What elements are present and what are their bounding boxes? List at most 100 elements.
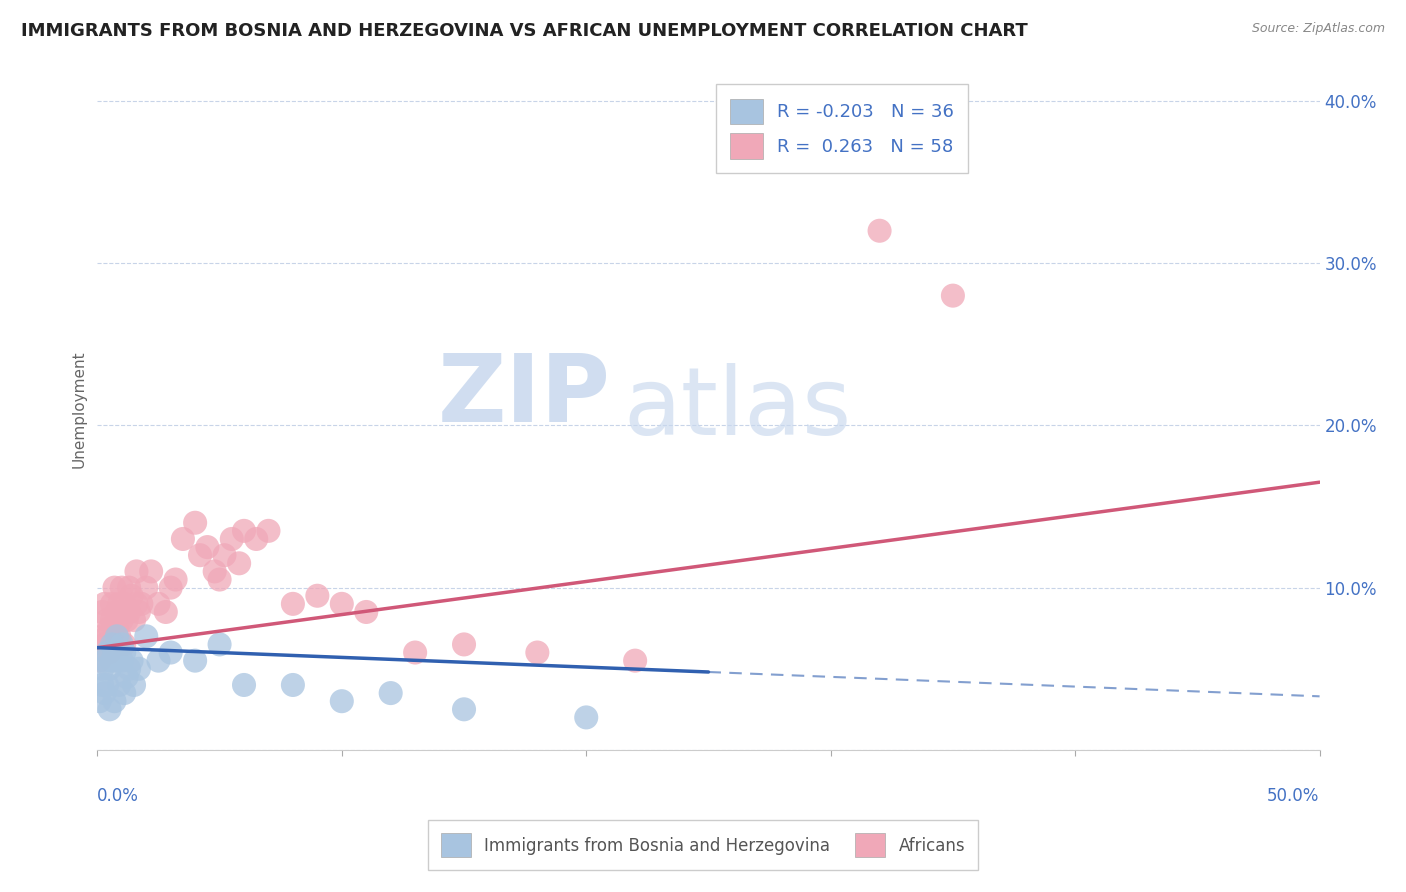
- Point: [105, 629, 128, 643]
- Point: [139, 565, 162, 579]
- Point: [91, 605, 114, 619]
- Point: [214, 548, 236, 562]
- Text: Source: ZipAtlas.com: Source: ZipAtlas.com: [1251, 22, 1385, 36]
- Point: [105, 605, 128, 619]
- Point: [98, 621, 121, 635]
- Point: [208, 573, 231, 587]
- Point: [98, 702, 121, 716]
- Point: [135, 629, 157, 643]
- Point: [112, 637, 135, 651]
- Point: [453, 702, 475, 716]
- Text: 0.0%: 0.0%: [97, 788, 139, 805]
- Point: [98, 662, 121, 676]
- Point: [125, 565, 148, 579]
- Point: [118, 605, 141, 619]
- Y-axis label: Unemployment: Unemployment: [72, 351, 86, 468]
- Point: [91, 629, 114, 643]
- Point: [93, 597, 115, 611]
- Point: [108, 629, 131, 643]
- Point: [575, 710, 598, 724]
- Point: [208, 637, 231, 651]
- Point: [121, 654, 143, 668]
- Point: [96, 613, 118, 627]
- Point: [112, 686, 135, 700]
- Point: [131, 597, 153, 611]
- Point: [101, 654, 124, 668]
- Legend: R = -0.203   N = 36, R =  0.263   N = 58: R = -0.203 N = 36, R = 0.263 N = 58: [716, 85, 969, 173]
- Point: [184, 654, 207, 668]
- Point: [330, 597, 353, 611]
- Point: [118, 662, 141, 676]
- Point: [221, 532, 243, 546]
- Point: [228, 557, 250, 571]
- Point: [307, 589, 329, 603]
- Point: [112, 597, 135, 611]
- Point: [122, 678, 145, 692]
- Point: [188, 548, 211, 562]
- Point: [148, 597, 170, 611]
- Point: [89, 694, 111, 708]
- Point: [91, 662, 114, 676]
- Point: [122, 613, 145, 627]
- Point: [103, 694, 125, 708]
- Point: [93, 654, 115, 668]
- Point: [96, 646, 118, 660]
- Point: [103, 646, 125, 660]
- Point: [101, 597, 124, 611]
- Point: [108, 597, 131, 611]
- Point: [108, 678, 131, 692]
- Point: [204, 565, 226, 579]
- Point: [245, 532, 267, 546]
- Point: [195, 540, 218, 554]
- Point: [257, 524, 280, 538]
- Legend: Immigrants from Bosnia and Herzegovina, Africans: Immigrants from Bosnia and Herzegovina, …: [427, 820, 979, 871]
- Point: [105, 621, 128, 635]
- Text: atlas: atlas: [623, 363, 851, 455]
- Point: [111, 613, 134, 627]
- Point: [101, 637, 124, 651]
- Point: [103, 581, 125, 595]
- Point: [330, 694, 353, 708]
- Point: [404, 646, 426, 660]
- Point: [380, 686, 402, 700]
- Point: [135, 581, 157, 595]
- Point: [159, 646, 181, 660]
- Point: [869, 224, 891, 238]
- Point: [112, 646, 135, 660]
- Point: [233, 524, 256, 538]
- Point: [103, 637, 125, 651]
- Point: [115, 613, 138, 627]
- Point: [233, 678, 256, 692]
- Point: [111, 581, 134, 595]
- Text: ZIP: ZIP: [437, 350, 610, 442]
- Point: [111, 654, 134, 668]
- Point: [172, 532, 194, 546]
- Point: [148, 654, 170, 668]
- Point: [121, 589, 143, 603]
- Point: [526, 646, 548, 660]
- Point: [96, 629, 118, 643]
- Text: 50.0%: 50.0%: [1267, 788, 1320, 805]
- Point: [89, 654, 111, 668]
- Point: [453, 637, 475, 651]
- Point: [125, 597, 148, 611]
- Point: [155, 605, 177, 619]
- Point: [98, 646, 121, 660]
- Point: [115, 670, 138, 684]
- Point: [281, 678, 304, 692]
- Point: [159, 581, 181, 595]
- Point: [942, 288, 965, 302]
- Point: [281, 597, 304, 611]
- Point: [93, 637, 115, 651]
- Point: [105, 654, 128, 668]
- Point: [101, 613, 124, 627]
- Point: [111, 637, 134, 651]
- Point: [128, 662, 150, 676]
- Point: [96, 678, 118, 692]
- Point: [165, 573, 187, 587]
- Point: [128, 605, 150, 619]
- Point: [91, 678, 114, 692]
- Point: [184, 516, 207, 530]
- Point: [354, 605, 377, 619]
- Point: [93, 686, 115, 700]
